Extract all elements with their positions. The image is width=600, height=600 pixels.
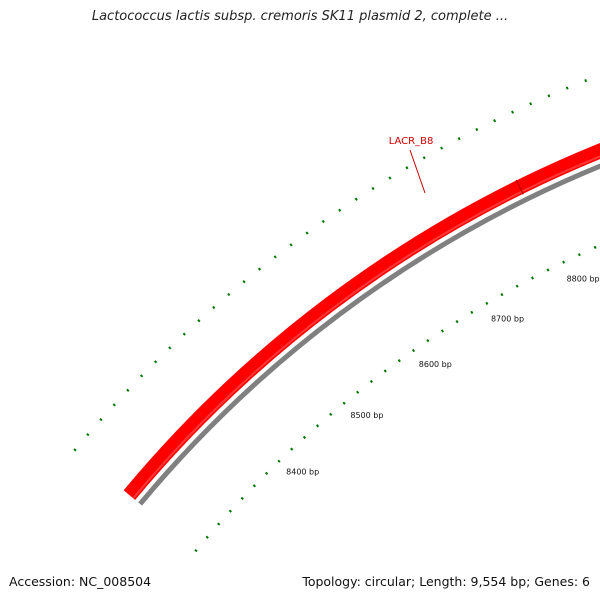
outer-minor-tick xyxy=(511,110,515,114)
inner-minor-tick xyxy=(356,390,360,394)
outer-minor-tick xyxy=(99,418,103,422)
outer-minor-tick xyxy=(493,119,497,123)
inner-minor-tick xyxy=(397,358,401,363)
inner-tick-ring xyxy=(194,245,597,553)
outer-minor-tick xyxy=(321,219,325,224)
inner-minor-tick xyxy=(485,301,489,306)
inner-minor-tick xyxy=(277,459,281,463)
outer-minor-tick xyxy=(197,319,201,323)
inner-minor-tick xyxy=(290,447,294,451)
inner-minor-tick xyxy=(383,369,387,373)
tick-label: 8700 bp xyxy=(491,314,524,323)
outer-minor-tick xyxy=(354,197,358,201)
inner-minor-tick xyxy=(411,348,416,353)
accession-text: Accession: NC_008504 xyxy=(9,574,152,589)
gene-arc-highlight xyxy=(132,155,600,499)
outer-minor-tick xyxy=(86,433,90,437)
inner-minor-tick xyxy=(515,284,519,288)
inner-minor-tick xyxy=(531,276,534,280)
inner-minor-tick xyxy=(264,471,269,476)
gene-arc xyxy=(123,142,600,500)
inner-minor-tick xyxy=(302,435,307,440)
tick-label: 8600 bp xyxy=(419,360,452,369)
outer-minor-tick xyxy=(338,208,342,212)
map-title: Lactococcus lactis subsp. cremoris SK11 … xyxy=(91,9,509,24)
outer-minor-tick xyxy=(547,94,551,98)
outer-minor-tick xyxy=(73,448,77,452)
inner-minor-tick xyxy=(217,522,221,526)
outer-minor-tick xyxy=(305,231,309,235)
outer-minor-tick xyxy=(371,186,375,191)
inner-minor-tick xyxy=(426,339,430,343)
inner-minor-tick xyxy=(455,319,459,324)
outer-minor-tick xyxy=(289,243,293,247)
inner-minor-tick xyxy=(546,268,550,272)
outer-minor-tick xyxy=(227,292,231,297)
outer-minor-tick xyxy=(112,403,116,407)
inner-minor-tick xyxy=(329,412,333,417)
gene-boundary xyxy=(515,179,524,195)
inner-minor-tick xyxy=(252,484,256,488)
outer-minor-tick xyxy=(168,346,172,350)
gene-label-leader xyxy=(409,149,426,194)
inner-minor-tick xyxy=(369,379,373,384)
outer-minor-tick xyxy=(212,305,216,310)
inner-minor-tick xyxy=(500,293,504,297)
inner-minor-tick xyxy=(470,310,474,315)
gene-label: LACR_B8 xyxy=(389,136,434,147)
outer-minor-tick xyxy=(405,166,409,170)
outer-minor-tick xyxy=(153,360,158,364)
outer-minor-tick xyxy=(182,332,186,336)
inner-minor-tick xyxy=(562,260,566,264)
outer-minor-tick xyxy=(529,102,533,106)
topology-summary: Topology: circular; Length: 9,554 bp; Ge… xyxy=(302,574,590,589)
gene-annotation: LACR_B8 xyxy=(389,136,434,194)
inner-minor-tick xyxy=(342,401,346,405)
tick-label: 8400 bp xyxy=(286,467,319,476)
outer-minor-tick xyxy=(139,374,144,378)
outer-minor-tick xyxy=(242,280,246,284)
outer-minor-tick xyxy=(388,176,392,180)
inner-minor-tick xyxy=(440,329,444,333)
inner-minor-tick xyxy=(228,509,232,513)
tick-label: 8800 bp xyxy=(567,275,600,284)
outer-minor-tick xyxy=(584,79,588,83)
outer-minor-tick xyxy=(273,255,277,259)
inner-minor-tick xyxy=(194,548,198,553)
inner-minor-tick xyxy=(205,535,209,539)
outer-minor-tick xyxy=(475,127,479,132)
outer-tick-ring xyxy=(73,79,588,452)
outer-minor-tick xyxy=(126,388,130,392)
inner-minor-tick xyxy=(577,253,581,257)
outer-minor-tick xyxy=(422,156,426,160)
sequence-arcs xyxy=(123,142,600,506)
backbone-arc xyxy=(138,163,600,506)
inner-minor-tick xyxy=(240,496,244,501)
inner-minor-tick xyxy=(593,245,597,250)
outer-minor-tick xyxy=(457,137,461,141)
outer-minor-tick xyxy=(565,86,569,90)
outer-minor-tick xyxy=(257,267,262,271)
tick-label: 8500 bp xyxy=(350,411,383,420)
inner-minor-tick xyxy=(315,424,320,428)
outer-minor-tick xyxy=(440,146,444,150)
